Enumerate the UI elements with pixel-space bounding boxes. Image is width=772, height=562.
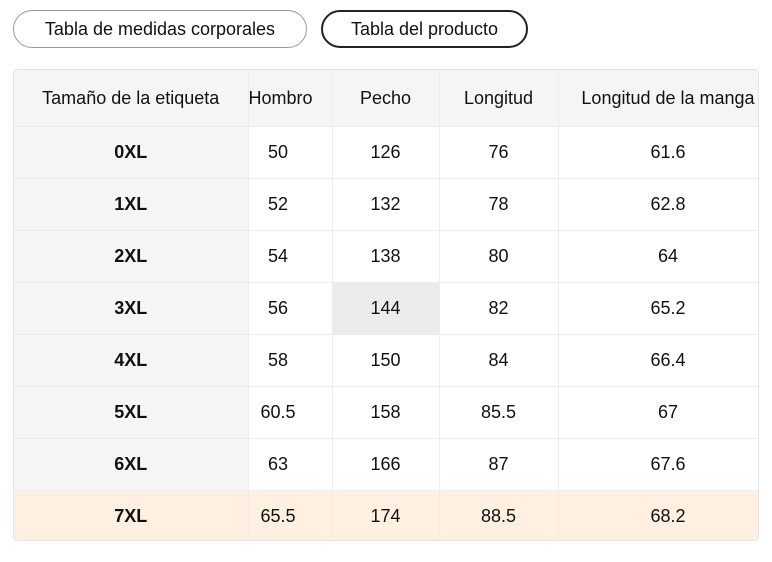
table-row: 7XL 65.5 174 88.5 68.2 — [14, 490, 758, 540]
table-row: 4XL 58 150 84 66.4 — [14, 334, 758, 387]
table-cell: 166 — [332, 438, 440, 491]
table-cell: 150 — [332, 334, 440, 387]
column-header: Longitud de la manga — [558, 70, 758, 127]
table-row: 0XL 50 126 76 61.6 — [14, 126, 758, 179]
table-cell: 87 — [439, 438, 559, 491]
table-cell: 68.2 — [558, 490, 758, 540]
table-cell: 63 — [248, 438, 333, 491]
size-table: Tamaño de la etiqueta Hombro Pecho Longitud… — [14, 70, 758, 540]
table-cell: 80 — [439, 230, 559, 283]
table-cell: 50 — [248, 126, 333, 179]
size-label: 2XL — [14, 230, 249, 283]
table-cell: 58 — [248, 334, 333, 387]
table-cell: 65.2 — [558, 282, 758, 335]
table-cell: 158 — [332, 386, 440, 439]
tab[interactable]: Tabla de medidas corporales — [13, 10, 307, 48]
table-cell: 132 — [332, 178, 440, 231]
table-cell: 67.6 — [558, 438, 758, 491]
table-cell: 54 — [248, 230, 333, 283]
table-row: 1XL 52 132 78 62.8 — [14, 178, 758, 231]
size-label: 7XL — [14, 490, 249, 540]
table-cell: 88.5 — [439, 490, 559, 540]
size-label: 6XL — [14, 438, 249, 491]
table-cell: 60.5 — [248, 386, 333, 439]
table-cell: 67 — [558, 386, 758, 439]
table-cell: 85.5 — [439, 386, 559, 439]
table-cell: 138 — [332, 230, 440, 283]
column-header: Hombro — [248, 70, 333, 127]
column-header: Tamaño de la etiqueta — [14, 70, 249, 127]
table-row: 6XL 63 166 87 67.6 — [14, 438, 758, 491]
header-row: Tamaño de la etiqueta Hombro Pecho Longitud… — [14, 70, 758, 127]
table-cell: 76 — [439, 126, 559, 179]
size-label: 5XL — [14, 386, 249, 439]
table-container: Tamaño de la etiqueta Hombro Pecho Longitud… — [13, 69, 759, 541]
table-cell: 82 — [439, 282, 559, 335]
table-cell: 144 — [332, 282, 440, 335]
table-cell: 52 — [248, 178, 333, 231]
size-label: 0XL — [14, 126, 249, 179]
size-label: 4XL — [14, 334, 249, 387]
table-cell: 84 — [439, 334, 559, 387]
table-cell: 78 — [439, 178, 559, 231]
table-cell: 61.6 — [558, 126, 758, 179]
table-row: 3XL 56 144 82 65.2 — [14, 282, 758, 335]
column-header: Longitud — [439, 70, 559, 127]
table-row: 2XL 54 138 80 64 — [14, 230, 758, 283]
size-label: 3XL — [14, 282, 249, 335]
table-cell: 64 — [558, 230, 758, 283]
table-cell: 62.8 — [558, 178, 758, 231]
tab-selected[interactable]: Tabla del producto — [321, 10, 528, 48]
column-header: Pecho — [332, 70, 440, 127]
table-cell: 174 — [332, 490, 440, 540]
size-label: 1XL — [14, 178, 249, 231]
table-cell: 126 — [332, 126, 440, 179]
table-cell: 56 — [248, 282, 333, 335]
table-cell: 65.5 — [248, 490, 333, 540]
table-row: 5XL 60.5 158 85.5 67 — [14, 386, 758, 439]
table-cell: 66.4 — [558, 334, 758, 387]
